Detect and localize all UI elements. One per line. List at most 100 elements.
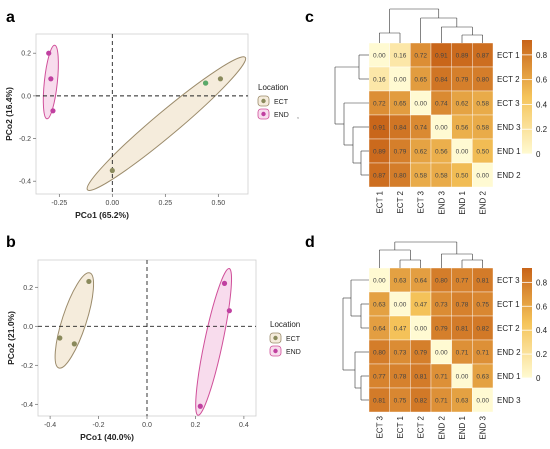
cell-value: 0.74 [435,100,448,107]
col-label: END 2 [479,190,488,214]
x-tick-label: 0.4 [239,422,249,429]
cell-value: 0.58 [476,100,489,107]
legend-label-end: END [286,349,301,356]
cell-value: 0.50 [476,148,489,155]
row-label: ECT 2 [497,324,520,333]
panel-label-a: a [6,9,15,26]
colorbar-label: 0 [536,150,541,159]
cell-value: 0.73 [435,301,448,308]
col-label: END 1 [458,415,467,439]
legend-marker-end [261,111,266,117]
y-tick-label: -0.2 [19,136,31,143]
legend-a: Location ECT END [257,83,289,120]
data-point-ect [203,80,209,86]
cell-value: 0.56 [456,124,469,131]
cell-value: 0.56 [435,148,448,155]
cell-value: 0.65 [394,100,407,107]
cell-value: 0.79 [414,349,427,356]
cell-value: 0.16 [394,52,407,59]
panel-label-c: c [305,9,314,26]
cell-value: 0.73 [394,349,407,356]
y-tick-label: 0.2 [21,51,31,58]
y-tick-label: -0.4 [21,402,33,409]
x-tick-label: 0.00 [106,200,120,207]
y-tick-label: 0.0 [21,93,31,100]
cell-value: 0.79 [456,76,469,83]
cell-value: 0.47 [394,325,407,332]
cell-value: 0.79 [435,325,448,332]
cell-value: 0.64 [414,277,427,284]
x-tick-label: -0.4 [44,422,56,429]
cell-value: 0.58 [476,124,489,131]
y-tick-label: -0.2 [21,363,33,370]
cell-value: 0.58 [414,172,427,179]
cell-value: 0.87 [373,172,386,179]
colorbar-label: 0.2 [536,125,548,134]
cell-value: 0.91 [435,52,448,59]
cell-value: 0.80 [435,277,448,284]
cell-value: 0.00 [456,373,469,380]
cell-value: 0.62 [414,148,427,155]
data-point-end [48,76,54,82]
cell-value: 0.78 [394,373,407,380]
cell-value: 0.63 [476,373,489,380]
cell-value: 0.75 [476,301,489,308]
col-label: ECT 3 [375,415,384,438]
y-axis-title: PCo2 (21.0%) [6,311,16,365]
data-point-end [46,50,52,56]
cell-value: 0.80 [373,349,386,356]
cell-value: 0.71 [476,349,489,356]
cell-value: 0.58 [435,172,448,179]
row-label: END 2 [497,348,521,357]
row-label: END 3 [497,396,521,405]
cell-value: 0.16 [373,76,386,83]
colorbar-label: 0 [536,374,541,383]
colorbar-label: 0.6 [536,302,548,311]
col-label: END 3 [437,190,446,214]
x-tick-label: -0.2 [93,422,105,429]
cell-value: 0.81 [414,373,427,380]
pcoa-plot-b: -0.4 -0.2 0.0 0.2 0.4 -0.4 -0.2 0.0 0.2 PCo1 (40.… [6,259,257,442]
y-axis-title: PCo2 (16.4%) [4,87,14,141]
col-label: END 1 [458,190,467,214]
cell-value: 0.50 [456,172,469,179]
x-tick-label: 0.50 [212,200,226,207]
col-label: ECT 1 [396,415,405,438]
pcoa-plot-a: -0.25 0.00 0.25 0.50 -0.4 -0.2 0.0 0.2 PCo1 (65.… [4,33,249,220]
svg-text:,: , [297,113,299,120]
panel-label-b: b [6,234,16,251]
col-label: ECT 2 [396,190,405,213]
colorbar [522,40,532,154]
colorbar-label: 0.4 [536,326,548,335]
cell-value: 0.81 [373,397,386,404]
cell-value: 0.63 [456,397,469,404]
cell-value: 0.00 [435,349,448,356]
cell-value: 0.00 [394,76,407,83]
data-point-end [221,280,228,286]
cell-value: 0.74 [414,124,427,131]
ellipse-ect [86,56,247,191]
cell-value: 0.00 [414,325,427,332]
cell-value: 0.79 [394,148,407,155]
x-tick-label: -0.25 [51,200,67,207]
cell-value: 0.84 [435,76,448,83]
legend-label-end: END [274,112,289,119]
row-label: ECT 1 [497,300,520,309]
cell-value: 0.82 [414,397,427,404]
cell-value: 0.72 [414,52,427,59]
data-point-end [50,108,56,114]
cell-value: 0.00 [456,148,469,155]
panel-label-d: d [305,234,315,251]
heatmap-c: 0.00 0.16 0.72 0.91 0.89 0.87 0.16 0.00 0.65 0.84… [334,8,548,215]
x-tick-label: 0.0 [142,422,152,429]
cell-value: 0.80 [394,172,407,179]
colorbar-label: 0.6 [536,76,548,85]
cell-value: 0.00 [476,397,489,404]
col-label: ECT 1 [375,190,384,213]
row-label: ECT 1 [497,51,520,60]
colorbar-label: 0.8 [536,278,548,287]
cell-value: 0.84 [394,124,407,131]
data-point-ect [109,167,115,174]
cell-value: 0.89 [373,148,386,155]
cell-value: 0.00 [414,100,427,107]
